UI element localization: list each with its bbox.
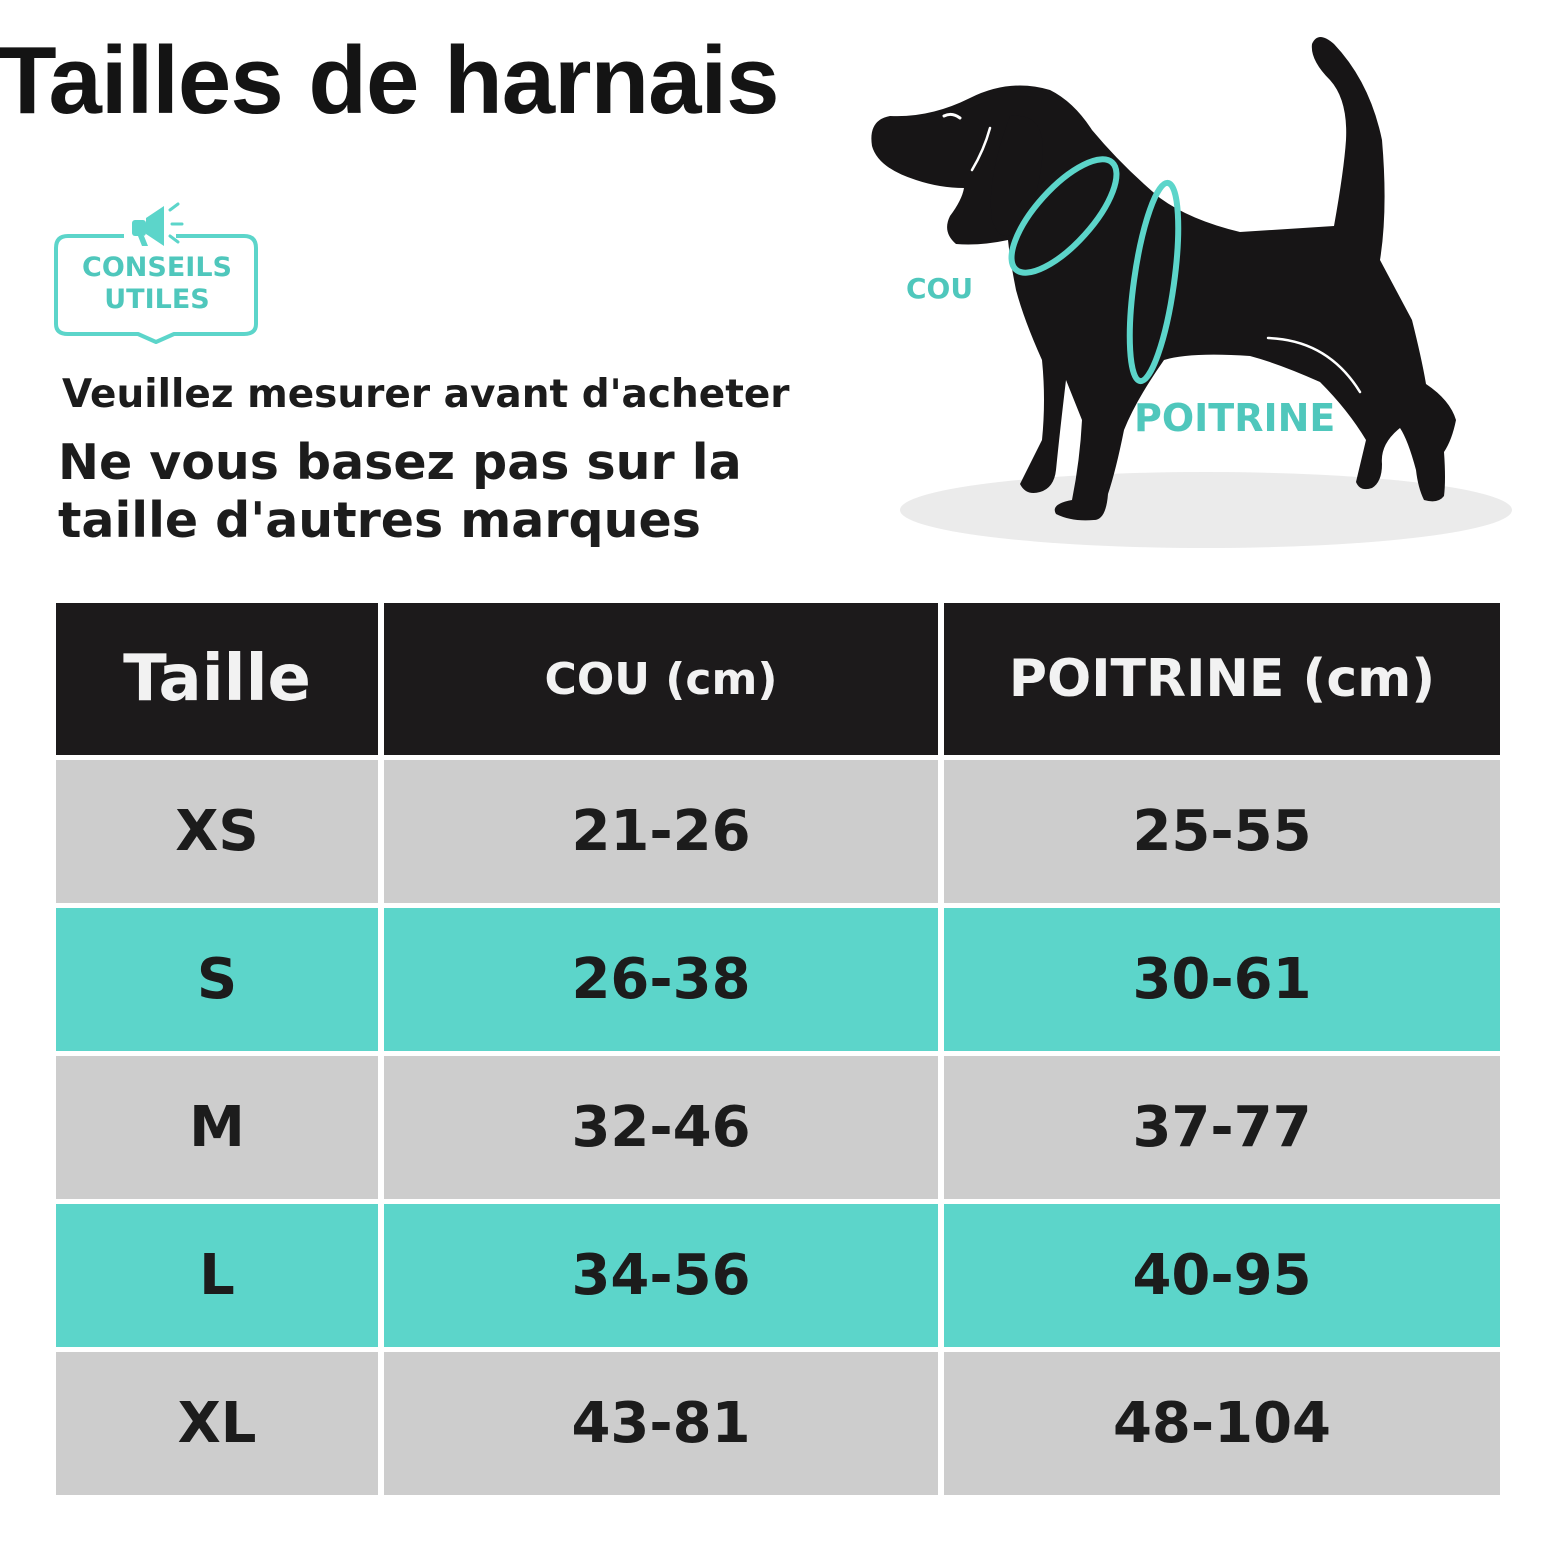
dog-shadow bbox=[900, 472, 1512, 548]
header-size: Taille bbox=[56, 603, 378, 755]
chest-cell: 37-77 bbox=[944, 1056, 1500, 1199]
chest-ring bbox=[1126, 179, 1182, 385]
table-row: XS 21-26 25-55 bbox=[56, 760, 1500, 903]
size-cell: L bbox=[56, 1204, 378, 1347]
table-row: M 32-46 37-77 bbox=[56, 1056, 1500, 1199]
chest-cell: 30-61 bbox=[944, 908, 1500, 1051]
dog-silhouette bbox=[871, 37, 1512, 548]
size-cell: XS bbox=[56, 760, 378, 903]
size-cell: XL bbox=[56, 1352, 378, 1495]
header-neck: COU (cm) bbox=[384, 603, 938, 755]
tips-badge: CONSEILS UTILES bbox=[52, 200, 262, 348]
chest-cell: 48-104 bbox=[944, 1352, 1500, 1495]
brand-note: Ne vous basez pas sur la taille d'autres… bbox=[58, 434, 742, 549]
tips-line-2: UTILES bbox=[104, 284, 210, 315]
chest-cell: 40-95 bbox=[944, 1204, 1500, 1347]
neck-cell: 43-81 bbox=[384, 1352, 938, 1495]
neck-ring bbox=[1008, 156, 1120, 276]
neck-cell: 26-38 bbox=[384, 908, 938, 1051]
neck-label: COU bbox=[906, 272, 974, 305]
table-row: L 34-56 40-95 bbox=[56, 1204, 1500, 1347]
chest-label: POITRINE bbox=[1134, 396, 1336, 440]
table-row: S 26-38 30-61 bbox=[56, 908, 1500, 1051]
neck-cell: 21-26 bbox=[384, 760, 938, 903]
size-table: Taille COU (cm) POITRINE (cm) XS 21-26 2… bbox=[50, 598, 1506, 1500]
megaphone-icon bbox=[54, 202, 258, 344]
size-cell: M bbox=[56, 1056, 378, 1199]
neck-cell: 34-56 bbox=[384, 1204, 938, 1347]
table-header-row: Taille COU (cm) POITRINE (cm) bbox=[56, 603, 1500, 755]
neck-cell: 32-46 bbox=[384, 1056, 938, 1199]
tips-line-1: CONSEILS bbox=[82, 252, 232, 283]
size-cell: S bbox=[56, 908, 378, 1051]
chest-cell: 25-55 bbox=[944, 760, 1500, 903]
page-title: Tailles de harnais bbox=[0, 27, 780, 134]
table-row: XL 43-81 48-104 bbox=[56, 1352, 1500, 1495]
measure-note: Veuillez mesurer avant d'acheter bbox=[62, 372, 790, 417]
header-chest: POITRINE (cm) bbox=[944, 603, 1500, 755]
